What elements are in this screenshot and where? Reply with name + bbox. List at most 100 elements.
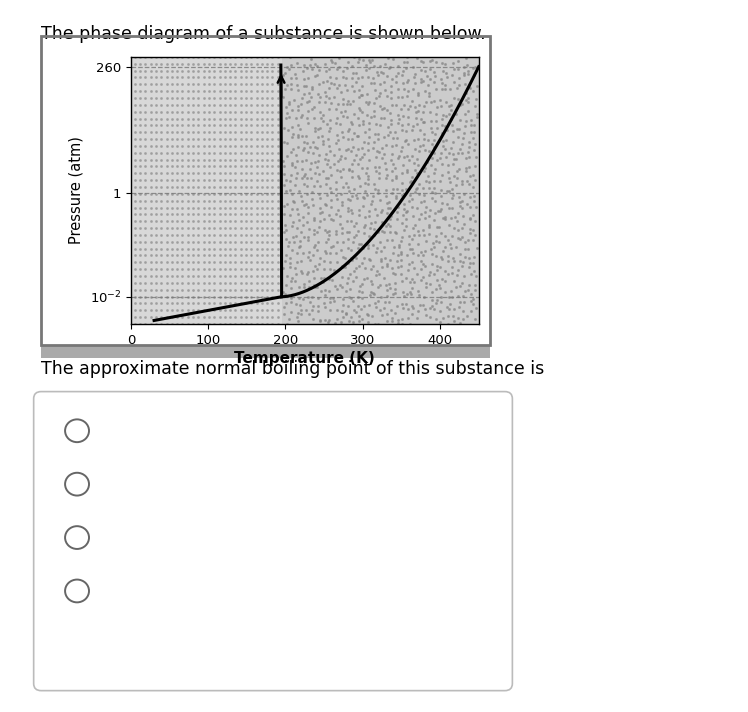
Point [368, 77, 380, 88]
Point [278, 302, 290, 313]
Point [272, 51, 283, 63]
Point [295, 49, 307, 61]
Point [352, 260, 364, 271]
Point [353, 103, 365, 114]
Point [261, 78, 273, 90]
Point [376, 204, 388, 216]
Point [144, 127, 156, 138]
Point [297, 66, 309, 77]
Point [304, 296, 316, 308]
Point [197, 85, 209, 97]
Point [313, 150, 325, 161]
Point [150, 209, 162, 220]
Point [171, 250, 183, 261]
Point [301, 112, 313, 123]
Point [278, 179, 290, 191]
Point [370, 301, 381, 313]
Point [208, 305, 220, 316]
Point [345, 204, 357, 216]
Point [235, 127, 247, 138]
Point [166, 271, 178, 282]
Point [322, 133, 334, 145]
Point [281, 79, 293, 90]
Point [171, 147, 183, 159]
Point [272, 154, 283, 165]
Point [240, 263, 252, 275]
Point [401, 51, 413, 63]
Point [289, 196, 301, 207]
Point [197, 263, 209, 275]
Point [182, 161, 194, 172]
Point [324, 263, 336, 274]
Point [187, 209, 199, 220]
Point [280, 137, 292, 149]
Point [447, 310, 459, 322]
Point [341, 63, 353, 74]
Point [293, 185, 305, 197]
Point [219, 78, 231, 90]
Point [332, 155, 344, 167]
Point [230, 58, 242, 70]
Point [129, 222, 141, 234]
Point [397, 50, 409, 61]
Point [470, 303, 482, 314]
Point [256, 120, 268, 131]
Point [182, 147, 194, 159]
Point [139, 291, 151, 303]
Point [373, 318, 384, 330]
Point [230, 85, 242, 97]
Point [433, 48, 445, 60]
Point [337, 71, 349, 83]
Point [203, 127, 215, 138]
Point [373, 281, 384, 293]
Point [464, 83, 476, 94]
Point [235, 58, 247, 70]
Point [245, 202, 257, 214]
Point [251, 271, 263, 282]
Point [346, 73, 358, 84]
Point [423, 176, 435, 187]
Point [458, 127, 470, 139]
Point [208, 277, 220, 288]
Point [266, 58, 278, 70]
Point [166, 140, 178, 152]
Point [187, 216, 199, 227]
Point [337, 293, 349, 305]
Point [456, 98, 468, 110]
Point [134, 93, 146, 104]
Point [182, 51, 194, 63]
Point [370, 204, 381, 215]
Point [182, 256, 194, 268]
Point [305, 172, 317, 184]
Point [404, 276, 416, 288]
Point [129, 250, 141, 261]
Point [378, 273, 390, 284]
Point [278, 91, 289, 103]
Point [290, 268, 302, 280]
Point [423, 182, 435, 194]
Point [417, 75, 429, 87]
Point [290, 80, 302, 91]
Point [412, 239, 424, 250]
Point [286, 272, 298, 283]
Point [404, 100, 416, 112]
Point [334, 210, 346, 221]
Point [449, 303, 461, 315]
Point [156, 51, 168, 63]
Point [340, 79, 352, 90]
Point [308, 272, 320, 283]
Point [261, 236, 273, 248]
Point [213, 222, 225, 234]
Point [323, 226, 335, 237]
Point [400, 206, 412, 218]
Point [197, 147, 209, 159]
Point [177, 229, 188, 241]
Point [350, 253, 362, 264]
Point [389, 126, 401, 137]
Point [240, 161, 252, 172]
Point [182, 154, 194, 165]
Point [307, 147, 319, 159]
Point [144, 202, 156, 214]
Point [197, 78, 209, 90]
Point [456, 195, 468, 206]
